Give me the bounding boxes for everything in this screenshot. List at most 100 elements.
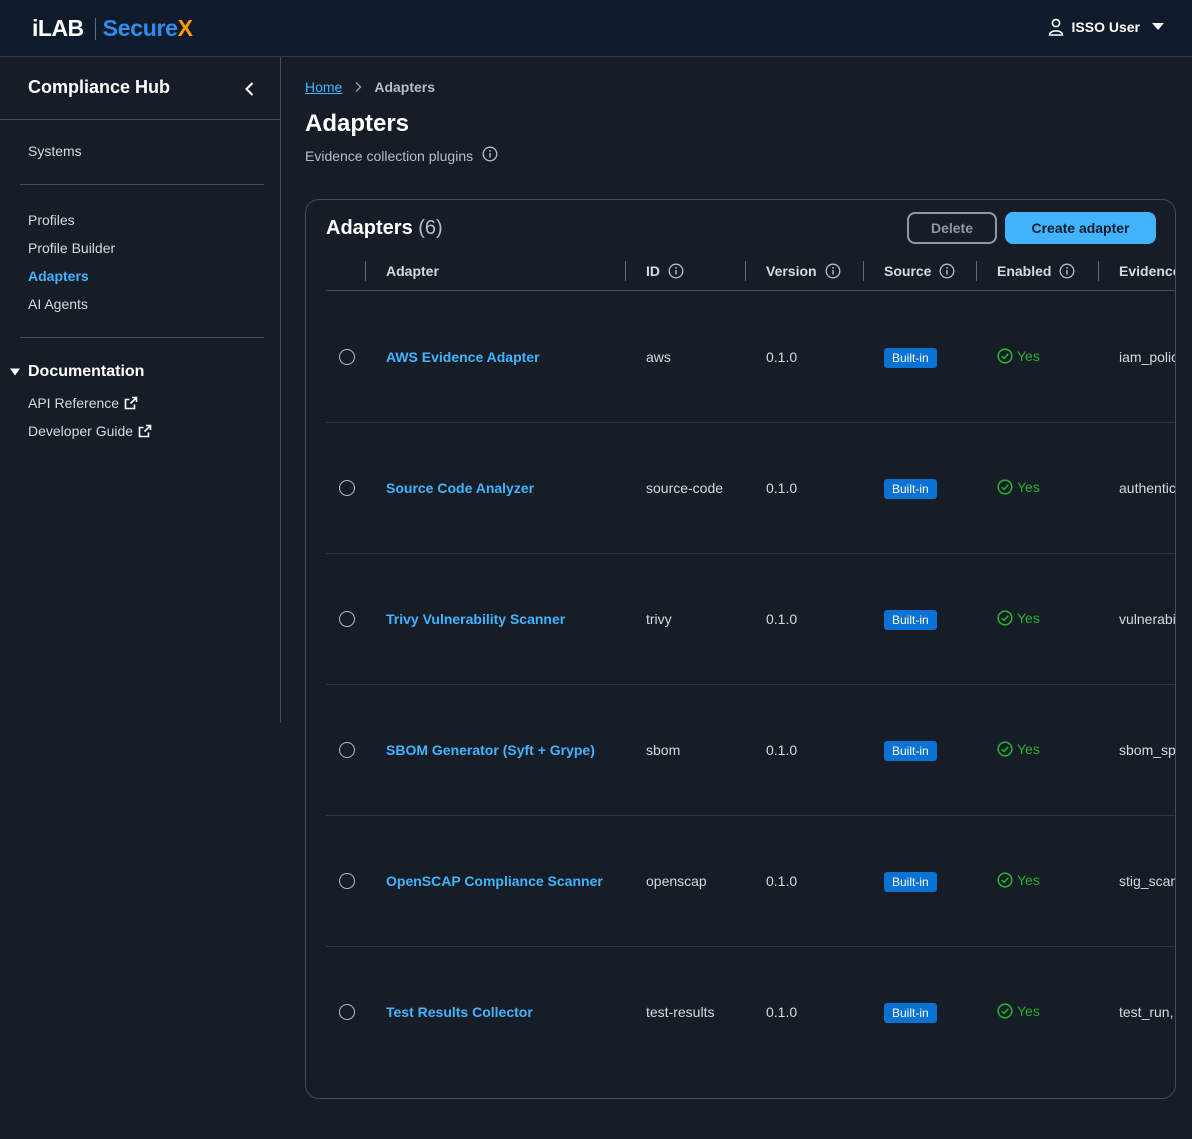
breadcrumb: Home Adapters [305, 79, 435, 95]
caret-down-icon [10, 368, 20, 376]
column-header-label: Evidence [1119, 263, 1176, 279]
enabled-status: Yes [997, 741, 1040, 757]
caret-down-icon [1148, 19, 1168, 35]
brand-logo[interactable]: iLAB Secure X [32, 15, 193, 42]
table-body: AWS Evidence Adapter aws 0.1.0 Built-in … [326, 292, 1176, 1078]
column-divider [1098, 261, 1099, 281]
collapse-sidebar-button[interactable] [240, 79, 260, 99]
adapter-id: sbom [646, 742, 681, 758]
info-icon[interactable] [482, 146, 498, 165]
adapter-name-link[interactable]: SBOM Generator (Syft + Grype) [386, 742, 595, 758]
source-badge: Built-in [884, 348, 937, 368]
sidebar-item-profile-builder[interactable]: Profile Builder [28, 240, 116, 256]
column-header-enabled[interactable]: Enabled [997, 263, 1075, 279]
enabled-label: Yes [1017, 741, 1040, 757]
row-select-radio[interactable] [339, 1004, 355, 1020]
developer-guide-link[interactable]: Developer Guide [28, 423, 152, 439]
breadcrumb-current: Adapters [374, 79, 436, 95]
sidebar-divider [0, 119, 281, 120]
column-header-source[interactable]: Source [884, 263, 955, 279]
adapter-name-link[interactable]: Trivy Vulnerability Scanner [386, 611, 566, 627]
enabled-status: Yes [997, 1003, 1040, 1019]
info-icon [668, 263, 684, 279]
sidebar-item-systems[interactable]: Systems [28, 143, 82, 159]
evidence-types: sbom_spdx [1119, 742, 1176, 758]
column-header-label: Version [766, 263, 817, 279]
check-circle-icon [997, 741, 1013, 757]
breadcrumb-home-link[interactable]: Home [305, 79, 343, 95]
documentation-label: Documentation [28, 363, 145, 380]
user-icon [1048, 18, 1064, 36]
adapter-version: 0.1.0 [766, 480, 798, 496]
evidence-types: authentication [1119, 480, 1176, 496]
evidence-types: test_run, [1119, 1004, 1174, 1020]
brand-secure-text: Secure [102, 15, 178, 41]
column-divider [976, 261, 977, 281]
page-description-text: Evidence collection plugins [305, 147, 474, 164]
enabled-status: Yes [997, 348, 1040, 364]
user-name: ISSO User [1071, 19, 1140, 35]
sidebar-item-profiles[interactable]: Profiles [28, 212, 75, 228]
adapter-name-link[interactable]: Source Code Analyzer [386, 480, 535, 496]
evidence-types: iam_policies [1119, 349, 1175, 365]
column-header-adapter[interactable]: Adapter [386, 263, 439, 279]
user-menu[interactable]: ISSO User [1048, 18, 1168, 36]
chevron-left-icon [245, 82, 254, 96]
column-header-label: Source [884, 263, 932, 279]
adapters-table-panel: Adapters (6) Delete Create adapter Adapt… [305, 199, 1176, 1099]
table-row: AWS Evidence Adapter aws 0.1.0 Built-in … [326, 292, 1175, 423]
evidence-types: vulnerabilities [1119, 611, 1176, 627]
column-divider [745, 261, 746, 281]
check-circle-icon [997, 479, 1013, 495]
row-select-radio[interactable] [339, 873, 355, 889]
developer-guide-label: Developer Guide [28, 423, 134, 439]
table-title-text: Adapters [326, 217, 413, 239]
create-adapter-button[interactable]: Create adapter [1005, 212, 1156, 244]
adapter-id: test-results [646, 1004, 715, 1020]
enabled-label: Yes [1017, 348, 1040, 364]
api-reference-link[interactable]: API Reference [28, 395, 138, 411]
enabled-label: Yes [1017, 872, 1040, 888]
enabled-label: Yes [1017, 610, 1040, 626]
info-icon [1060, 263, 1075, 279]
adapter-name-link[interactable]: OpenSCAP Compliance Scanner [386, 873, 603, 889]
column-divider [625, 261, 626, 281]
adapter-id: source-code [646, 480, 724, 496]
check-circle-icon [997, 1003, 1013, 1019]
page-description: Evidence collection plugins [305, 146, 498, 165]
top-navigation-bar: iLAB Secure X ISSO User [0, 0, 1192, 57]
table-title: Adapters (6) [326, 217, 443, 240]
table-row: Test Results Collector test-results 0.1.… [326, 947, 1175, 1078]
table-row: Source Code Analyzer source-code 0.1.0 B… [326, 423, 1176, 554]
row-select-radio[interactable] [339, 611, 355, 627]
sidebar-item-ai-agents[interactable]: AI Agents [28, 296, 88, 312]
column-header-evidence[interactable]: Evidence [1119, 263, 1176, 279]
delete-button[interactable]: Delete [907, 212, 997, 244]
adapter-name-link[interactable]: Test Results Collector [386, 1004, 533, 1020]
enabled-status: Yes [997, 479, 1040, 495]
adapter-name-link[interactable]: AWS Evidence Adapter [386, 349, 540, 365]
source-badge: Built-in [884, 479, 937, 499]
check-circle-icon [997, 348, 1013, 364]
table-count: (6) [418, 217, 443, 239]
adapter-version: 0.1.0 [766, 742, 798, 758]
external-link-icon [124, 396, 138, 410]
adapter-version: 0.1.0 [766, 349, 798, 365]
row-select-radio[interactable] [339, 742, 355, 758]
row-select-radio[interactable] [339, 349, 355, 365]
column-header-version[interactable]: Version [766, 263, 841, 279]
brand-x-text: X [177, 15, 193, 41]
row-select-radio[interactable] [339, 480, 355, 496]
column-divider [365, 261, 366, 281]
sidebar-title: Compliance Hub [28, 77, 171, 97]
enabled-label: Yes [1017, 1003, 1040, 1019]
column-header-id[interactable]: ID [646, 263, 684, 279]
brand-ilab-text: iLAB [32, 15, 84, 41]
enabled-label: Yes [1017, 479, 1040, 495]
table-header: Adapter ID Version Source Enabled Eviden… [326, 250, 1176, 291]
sidebar-divider [20, 337, 264, 338]
sidebar-item-adapters[interactable]: Adapters [28, 268, 89, 284]
evidence-types: stig_scan [1119, 873, 1176, 889]
adapter-id: aws [646, 349, 671, 365]
documentation-section-toggle[interactable]: Documentation [10, 363, 144, 381]
